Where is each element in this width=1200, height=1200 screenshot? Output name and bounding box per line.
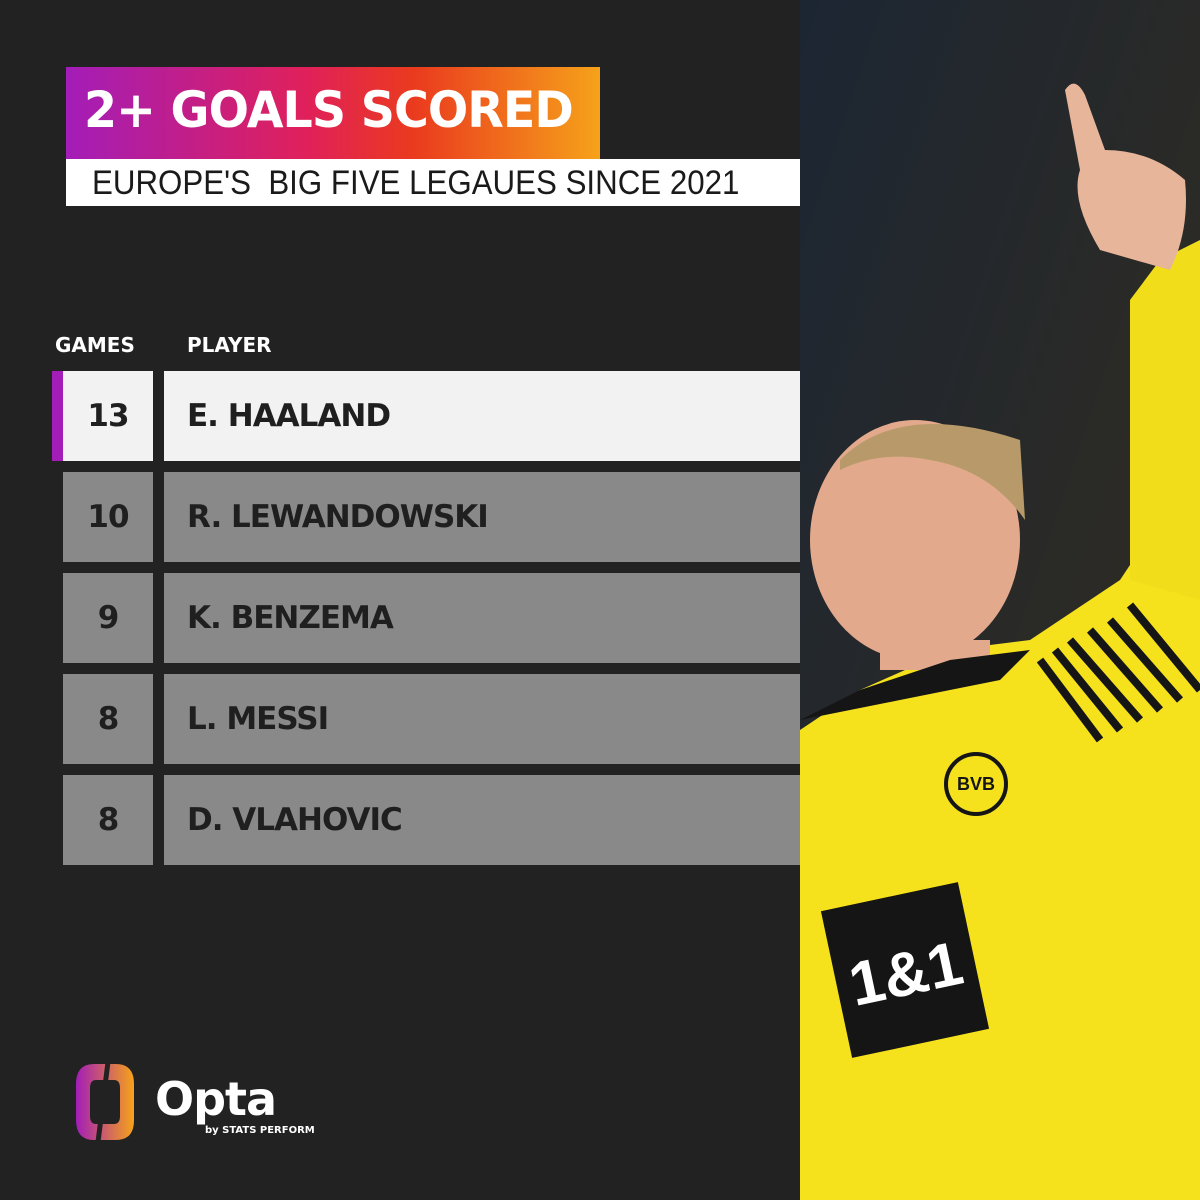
- games-cell: 8: [63, 775, 153, 865]
- player-cell: R. LEWANDOWSKI: [164, 472, 800, 562]
- table-row: 10 R. LEWANDOWSKI: [63, 472, 800, 562]
- title-banner: 2+ GOALS SCORED: [66, 67, 600, 159]
- games-cell: 8: [63, 674, 153, 764]
- table-row: 9 K. BENZEMA: [63, 573, 800, 663]
- highlight-accent: [52, 371, 63, 461]
- svg-text:BVB: BVB: [957, 774, 995, 794]
- subtitle: EUROPE'S BIG FIVE LEGAUES SINCE 2021: [92, 164, 740, 202]
- games-cell: 10: [63, 472, 153, 562]
- games-cell: 13: [63, 371, 153, 461]
- subtitle-banner: EUROPE'S BIG FIVE LEGAUES SINCE 2021: [66, 159, 815, 206]
- header-games: GAMES: [55, 333, 135, 357]
- table-row: 8 D. VLAHOVIC: [63, 775, 800, 865]
- brand-tagline: by STATS PERFORM: [205, 1125, 315, 1136]
- brand-name: Opta: [155, 1072, 277, 1126]
- table-row: 13 E. HAALAND: [52, 371, 800, 461]
- player-cell: K. BENZEMA: [164, 573, 800, 663]
- player-cell: E. HAALAND: [164, 371, 800, 461]
- header-player: PLAYER: [187, 333, 272, 357]
- table-row: 8 L. MESSI: [63, 674, 800, 764]
- games-cell: 9: [63, 573, 153, 663]
- player-cell: D. VLAHOVIC: [164, 775, 800, 865]
- player-photo: 1&1 BVB: [800, 0, 1200, 1200]
- player-cell: L. MESSI: [164, 674, 800, 764]
- title: 2+ GOALS SCORED: [84, 81, 574, 139]
- opta-logo-icon: [76, 1062, 134, 1142]
